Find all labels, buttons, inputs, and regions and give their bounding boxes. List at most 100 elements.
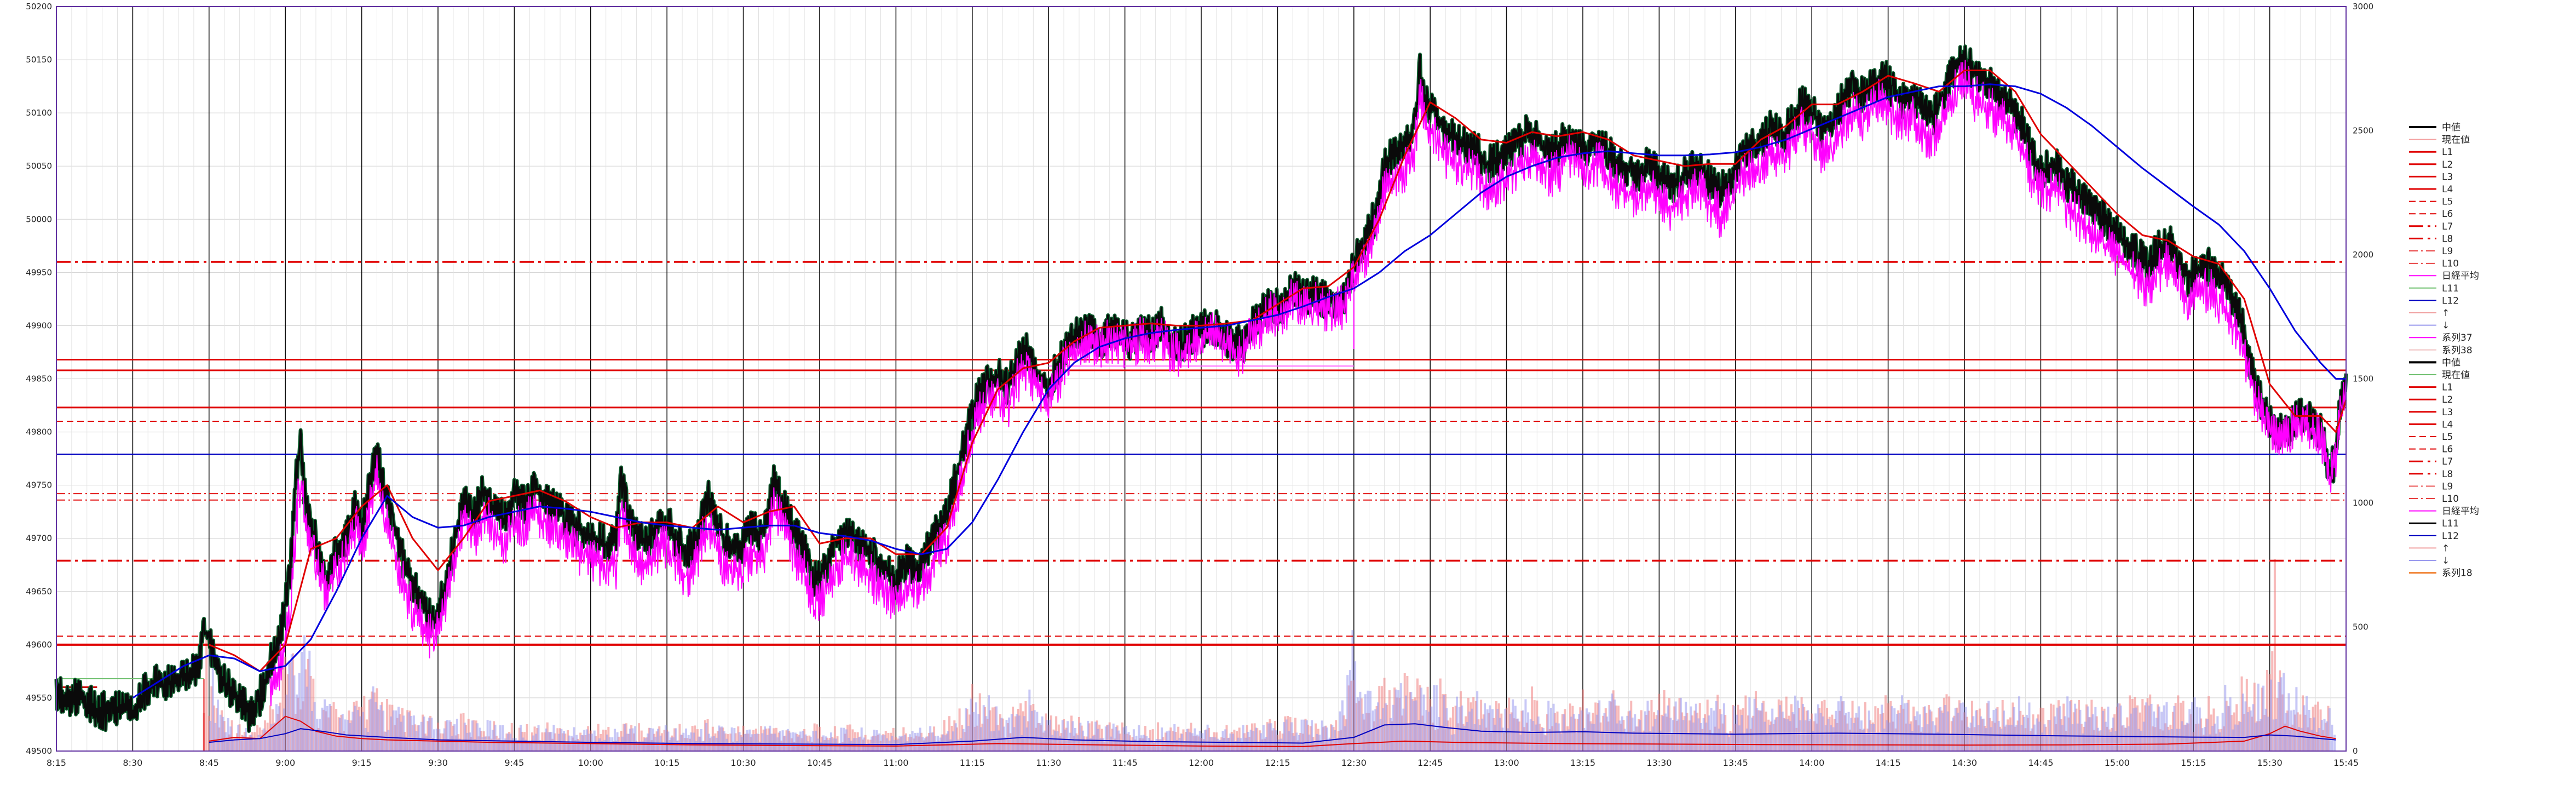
volume-bar: [446, 720, 448, 751]
volume-bar: [355, 701, 358, 751]
volume-bar: [953, 720, 956, 751]
volume-bar: [738, 732, 741, 751]
volume-bar: [2310, 730, 2313, 751]
volume-bar: [1597, 703, 1599, 751]
volume-bar: [1933, 734, 1935, 751]
volume-bar: [1450, 735, 1453, 751]
volume-bar: [2179, 702, 2182, 751]
volume-bar: [1323, 726, 1326, 751]
volume-bar: [399, 714, 401, 751]
volume-bar: [1442, 694, 1444, 751]
y-tick-label: 49750: [26, 480, 52, 490]
volume-bar: [281, 667, 284, 751]
volume-bar: [1214, 737, 1217, 751]
volume-bar: [1571, 706, 1574, 751]
legend-label: L6: [2442, 209, 2453, 220]
volume-bar: [1443, 695, 1445, 751]
volume-bar: [574, 740, 577, 751]
volume-bar: [785, 730, 788, 751]
volume-bar: [1225, 725, 1228, 751]
volume-bar: [1131, 737, 1134, 751]
volume-bar: [1551, 726, 1554, 751]
volume-bar: [1532, 721, 1535, 751]
volume-bar: [1256, 728, 1259, 751]
volume-bar: [1585, 708, 1588, 751]
y-tick-label: 50200: [26, 2, 52, 12]
volume-bar: [497, 739, 499, 751]
volume-bar: [1469, 702, 1472, 751]
volume-bar: [2294, 714, 2297, 751]
volume-bar: [1993, 723, 1996, 751]
volume-bar: [1304, 718, 1307, 751]
volume-bar: [1517, 718, 1519, 751]
y-tick-label: 49600: [26, 640, 52, 650]
volume-bar: [2183, 725, 2186, 751]
volume-bar: [293, 675, 296, 751]
volume-bar: [2037, 714, 2039, 751]
volume-bar: [1701, 729, 1704, 751]
volume-bar: [2326, 721, 2329, 751]
volume-bar: [1575, 733, 1578, 751]
volume-bar: [1083, 736, 1086, 751]
volume-bar: [757, 734, 760, 751]
volume-bar: [1504, 709, 1507, 751]
volume-bar: [929, 726, 932, 751]
volume-bar: [1569, 703, 1571, 751]
volume-bar: [1163, 742, 1166, 751]
volume-bar: [284, 656, 287, 751]
volume-bar: [439, 733, 442, 751]
volume-bar: [525, 740, 527, 751]
volume-bar: [1244, 737, 1247, 751]
volume-bar: [2328, 708, 2331, 751]
volume-bar: [1980, 716, 1983, 751]
volume-bar: [1620, 724, 1622, 751]
volume-bar: [425, 735, 428, 751]
volume-bar: [2087, 706, 2089, 751]
volume-bar: [1839, 710, 1841, 751]
volume-bar: [2127, 726, 2130, 751]
volume-bar: [650, 740, 653, 751]
volume-bar: [1337, 731, 1340, 751]
volume-bar: [1790, 704, 1793, 751]
volume-bar: [2004, 726, 2007, 751]
legend-label: L7: [2442, 456, 2453, 467]
volume-bar: [762, 729, 765, 751]
volume-bar: [636, 743, 639, 751]
volume-bar: [724, 733, 727, 751]
y-tick-label: 49500: [26, 746, 52, 756]
volume-bar: [1136, 742, 1139, 751]
volume-bar: [1536, 700, 1538, 751]
volume-bar: [1012, 706, 1015, 751]
legend-label: L9: [2442, 481, 2453, 492]
volume-bar: [1902, 708, 1905, 751]
volume-bar: [841, 742, 844, 751]
volume-bar: [458, 738, 461, 751]
volume-bar: [2185, 724, 2187, 751]
volume-bar: [796, 734, 798, 751]
volume-bar: [2042, 708, 2045, 751]
volume-bar: [700, 729, 702, 751]
volume-bar: [1823, 700, 1826, 751]
volume-bar: [1787, 719, 1789, 751]
volume-bar: [867, 739, 869, 751]
volume-bar: [215, 708, 218, 751]
volume-bar: [1260, 733, 1263, 751]
volume-bar: [1795, 727, 1798, 751]
volume-bar: [1071, 721, 1074, 751]
volume-bar: [1416, 678, 1419, 751]
volume-bar: [303, 635, 306, 751]
volume-bar: [2163, 705, 2165, 751]
x-tick-label: 14:30: [1952, 758, 1977, 768]
volume-bar: [1367, 690, 1369, 751]
legend-label: ↑: [2442, 543, 2450, 554]
volume-bar: [273, 723, 275, 751]
volume-bar: [955, 727, 958, 751]
volume-bar: [302, 701, 304, 751]
volume-bar: [1899, 704, 1902, 751]
volume-bar: [408, 710, 411, 751]
legend-label: 日経平均: [2442, 271, 2479, 282]
volume-bar: [1496, 708, 1499, 751]
volume-bar: [1580, 710, 1583, 751]
volume-bar: [2114, 731, 2117, 751]
